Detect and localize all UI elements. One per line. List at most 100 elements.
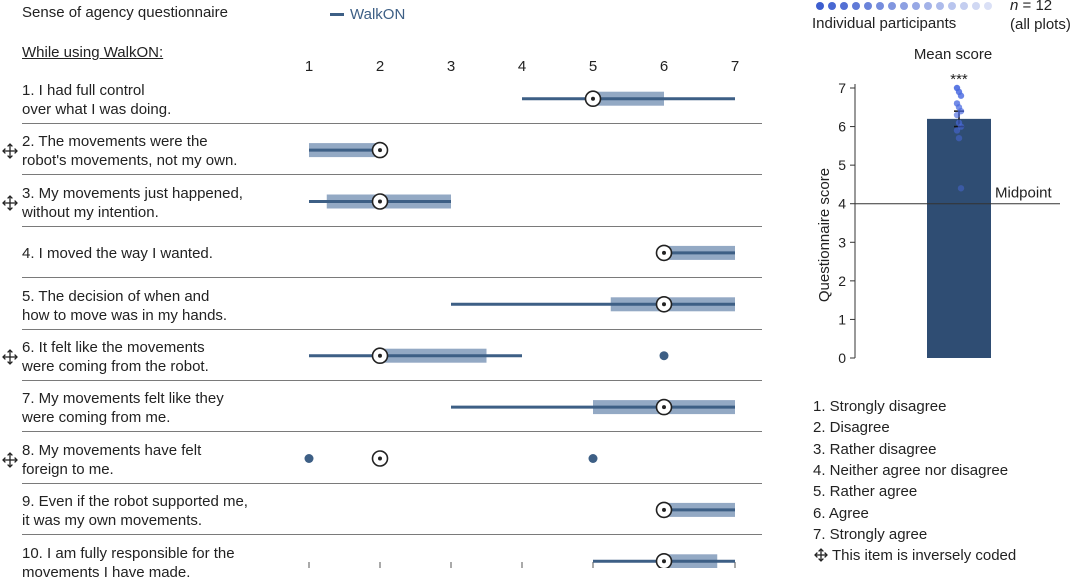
question-line-1: 10. I am fully responsible for the — [22, 544, 235, 562]
participant-point — [957, 92, 965, 99]
midpoint-label: Midpoint — [995, 185, 1053, 202]
x-tick-label: 3 — [447, 58, 455, 75]
n-label-rest: = 12 — [1018, 0, 1053, 14]
question-line-2: it was my own movements. — [22, 512, 203, 530]
boxplot-item — [655, 244, 735, 262]
question-line-2: how to move was in my hands. — [22, 306, 228, 324]
significance-marker: *** — [950, 71, 968, 88]
row-separator — [22, 328, 762, 330]
outlier-point — [588, 454, 598, 463]
boxplot-chart: 1 2 3 4 5 6 7 — [304, 58, 739, 568]
median-dot — [662, 302, 666, 307]
question-item: 1. I had full control over what I was doi… — [22, 81, 171, 119]
participant-point — [955, 134, 963, 142]
median-dot — [378, 456, 382, 461]
scale-legend-item: 7. Strongly agree — [813, 525, 928, 543]
row-separator — [22, 534, 762, 536]
boxplot-item — [451, 296, 735, 313]
participant-legend-dot — [924, 2, 932, 10]
row-separator — [22, 379, 762, 381]
section-title: While using WalkON: — [22, 44, 164, 61]
question-line-2: without my intention. — [22, 203, 159, 221]
participant-legend-dot — [912, 2, 920, 10]
mean-bar — [927, 118, 991, 358]
question-line-1: 8. My movements have felt — [22, 441, 202, 459]
row-separator — [22, 277, 762, 279]
participant-point — [953, 127, 961, 134]
inverse-note-label: This item is inversely coded — [832, 547, 1017, 565]
question-item: 3. My movements just happened, without my… — [22, 184, 243, 222]
participant-legend-dot — [852, 2, 860, 10]
participant-point — [957, 185, 965, 192]
participant-legend-dot — [984, 2, 992, 10]
participants-legend-label: Individual participants — [812, 15, 957, 32]
x-tick-label: 6 — [660, 58, 668, 75]
participant-legend-dot — [972, 2, 980, 10]
x-tick-label: 7 — [731, 58, 739, 75]
row-separator — [22, 174, 762, 176]
y-axis-label: Questionnaire score — [816, 168, 833, 302]
y-tick-label: 6 — [838, 119, 846, 135]
n-label: n = 12 — [1010, 0, 1052, 15]
outlier-point — [659, 351, 669, 361]
participant-legend-dot — [948, 2, 956, 10]
boxplot-item — [309, 141, 389, 159]
question-line-2: over what I was doing. — [22, 101, 172, 118]
row-separator — [22, 225, 762, 227]
scale-legend-item: 4. Neither agree nor disagree — [813, 461, 1009, 479]
x-tick-label: 1 — [305, 58, 313, 75]
question-line-2: robot's movements, not my own. — [22, 152, 238, 170]
participant-legend-dot — [840, 2, 848, 10]
participant-legend-dot — [864, 2, 872, 10]
x-tick-label: 2 — [376, 58, 384, 75]
row-separator — [22, 431, 762, 433]
inverse-coded-icon — [2, 143, 18, 160]
question-line-2: were coming from me. — [22, 409, 171, 427]
y-tick-label: 2 — [838, 273, 846, 289]
median-dot — [378, 353, 382, 358]
boxplot-item — [304, 450, 598, 467]
participants-legend-dots — [816, 2, 992, 10]
outlier-point — [304, 454, 314, 463]
inverse-coded-icon — [2, 349, 18, 365]
question-item: 5. The decision of when and how to move w… — [22, 287, 227, 325]
question-item: 2. The movements were the robot's movemen… — [22, 132, 237, 170]
scale-legend-item: 5. Rather agree — [813, 483, 918, 501]
question-item: 8. My movements have felt foreign to me. — [22, 441, 201, 479]
median-dot — [662, 405, 666, 410]
question-line-1: 2. The movements were the — [22, 133, 208, 151]
question-line-1: 9. Even if the robot supported me, — [22, 493, 248, 511]
y-tick-label: 5 — [838, 157, 846, 173]
question-line-1: 4. I moved the way I wanted. — [22, 245, 213, 263]
y-tick-label: 3 — [838, 234, 846, 250]
boxplot-item — [655, 501, 735, 519]
question-item: 4. I moved the way I wanted. — [22, 244, 213, 263]
participant-legend-dot — [960, 2, 968, 10]
question-item: 10. I am fully responsible for the moveme… — [22, 544, 235, 582]
participant-legend-dot — [828, 2, 836, 10]
scale-legend-item: 1. Strongly disagree — [813, 398, 947, 415]
question-line-1: 1. I had full control — [22, 82, 145, 99]
mean-score-chart: Mean score Questionnaire score 0 1 2 3 4 5 6 7 Mid… — [816, 46, 1060, 366]
scale-legend-item: 6. Agree — [813, 504, 869, 522]
median-dot — [662, 559, 666, 564]
inverse-note-row: This item is inversely coded — [813, 547, 1016, 564]
question-line-1: 3. My movements just happened, — [22, 184, 243, 202]
n-label-note: (all plots) — [1010, 16, 1071, 33]
y-tick-label: 0 — [838, 350, 846, 366]
question-line-1: 5. The decision of when and — [22, 287, 210, 305]
x-tick-label: 4 — [518, 58, 526, 75]
boxplot-item — [593, 553, 735, 568]
inverse-coded-icon — [2, 451, 18, 468]
participant-point — [957, 107, 965, 115]
question-item: 6. It felt like the movements were coming… — [22, 338, 209, 376]
median-dot — [662, 250, 666, 255]
chart-title: Mean score — [914, 46, 992, 63]
participant-legend-dot — [888, 2, 896, 10]
walkon-legend-swatch — [330, 13, 344, 16]
boxplot-item — [522, 90, 735, 108]
question-line-2: foreign to me. — [22, 460, 114, 478]
question-item: 7. My movements felt like they were comin… — [22, 389, 224, 427]
participant-point — [953, 111, 961, 119]
boxplot-item — [309, 347, 669, 365]
